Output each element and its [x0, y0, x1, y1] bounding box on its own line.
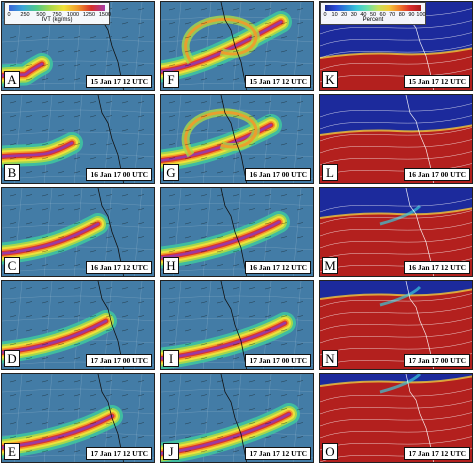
panel-timestamp: 15 Jan 17 12 UTC — [245, 75, 311, 88]
panel-timestamp: 17 Jan 17 12 UTC — [245, 447, 311, 460]
panel-timestamp: 16 Jan 17 12 UTC — [86, 261, 152, 274]
panel-label: B — [4, 164, 20, 181]
panel-label: F — [163, 71, 179, 88]
map-image — [161, 374, 313, 462]
colorbar-tick-label: 100 — [416, 12, 426, 18]
colorbar-tick-label: 10 — [331, 12, 338, 18]
map-panel-j: J 17 Jan 17 12 UTC — [160, 373, 314, 463]
panel-label: N — [322, 350, 338, 367]
colorbar-tick-label: 80 — [398, 12, 405, 18]
colorbar-tick-label: 30 — [350, 12, 357, 18]
panel-timestamp: 15 Jan 17 12 UTC — [404, 75, 470, 88]
panel-label: E — [4, 443, 20, 460]
map-panel-h: H 16 Jan 17 12 UTC — [160, 187, 314, 277]
panel-label: M — [322, 257, 338, 274]
percent-colorbar: 0 10 20 30 40 50 60 70 80 90 100 Percent — [320, 2, 426, 25]
colorbar-tick-label: 20 — [341, 12, 348, 18]
colorbar-tick-label: 500 — [36, 12, 46, 18]
panel-timestamp: 17 Jan 17 12 UTC — [404, 447, 470, 460]
colorbar-tick-label: 750 — [52, 12, 62, 18]
panel-timestamp: 17 Jan 17 12 UTC — [86, 447, 152, 460]
map-panel-e: E 17 Jan 17 12 UTC — [1, 373, 155, 463]
panel-label: H — [163, 257, 179, 274]
panel-timestamp: 16 Jan 17 00 UTC — [86, 168, 152, 181]
colorbar-tick-label: 1250 — [82, 12, 96, 18]
colorbar-tick-label: 1500 — [98, 12, 112, 18]
colorbar-tick-label: 1000 — [66, 12, 80, 18]
panel-timestamp: 17 Jan 17 00 UTC — [245, 354, 311, 367]
map-image — [161, 188, 313, 276]
colorbar-tick-label: 0 — [323, 12, 327, 18]
panel-timestamp: 16 Jan 17 00 UTC — [404, 168, 470, 181]
colorbar-tick-label: 40 — [360, 12, 367, 18]
panel-label: D — [4, 350, 20, 367]
panel-label: K — [322, 71, 338, 88]
colorbar-tick-label: 250 — [20, 12, 30, 18]
percent-colorbar-gradient — [325, 5, 421, 11]
panel-label: L — [322, 164, 338, 181]
panel-timestamp: 15 Jan 17 12 UTC — [86, 75, 152, 88]
panel-label: O — [322, 443, 338, 460]
ivt-colorbar-ticks: 0 250 500 750 1000 1250 1500 — [7, 12, 111, 18]
map-panel-d: D 17 Jan 17 00 UTC — [1, 280, 155, 370]
map-panel-g: G 16 Jan 17 00 UTC — [160, 94, 314, 184]
map-panel-o: O 17 Jan 17 12 UTC — [319, 373, 473, 463]
panel-label: C — [4, 257, 20, 274]
map-panel-i: I 17 Jan 17 00 UTC — [160, 280, 314, 370]
panel-label: A — [4, 71, 20, 88]
panel-timestamp: 17 Jan 17 00 UTC — [86, 354, 152, 367]
map-panel-c: C 16 Jan 17 12 UTC — [1, 187, 155, 277]
colorbar-tick-label: 0 — [7, 12, 11, 18]
panel-timestamp: 17 Jan 17 00 UTC — [404, 354, 470, 367]
map-image — [2, 188, 154, 276]
map-panel-m: M 16 Jan 17 12 UTC — [319, 187, 473, 277]
ivt-colorbar-title: IVT (kg/ms) — [41, 17, 73, 23]
panel-label: G — [163, 164, 179, 181]
panel-timestamp: 16 Jan 17 12 UTC — [404, 261, 470, 274]
panel-timestamp: 16 Jan 17 12 UTC — [245, 261, 311, 274]
colorbar-tick-label: 70 — [389, 12, 396, 18]
map-panel-b: B 16 Jan 17 00 UTC — [1, 94, 155, 184]
map-panel-f: F 15 Jan 17 12 UTC — [160, 1, 314, 91]
colorbar-tick-label: 60 — [379, 12, 386, 18]
percent-colorbar-ticks: 0 10 20 30 40 50 60 70 80 90 100 — [323, 12, 425, 18]
percent-colorbar-title: Percent — [362, 17, 384, 23]
colorbar-tick-label: 50 — [369, 12, 377, 18]
map-panel-n: N 17 Jan 17 00 UTC — [319, 280, 473, 370]
panel-label: J — [163, 443, 179, 460]
colorbar-tick-label: 90 — [408, 12, 415, 18]
panel-timestamp: 16 Jan 17 00 UTC — [245, 168, 311, 181]
ivt-colorbar: 0 250 500 750 1000 1250 1500 IVT (kg/ms) — [4, 2, 111, 25]
ivt-colorbar-gradient — [9, 5, 105, 11]
panel-label: I — [163, 350, 179, 367]
map-panel-l: L 16 Jan 17 00 UTC — [319, 94, 473, 184]
